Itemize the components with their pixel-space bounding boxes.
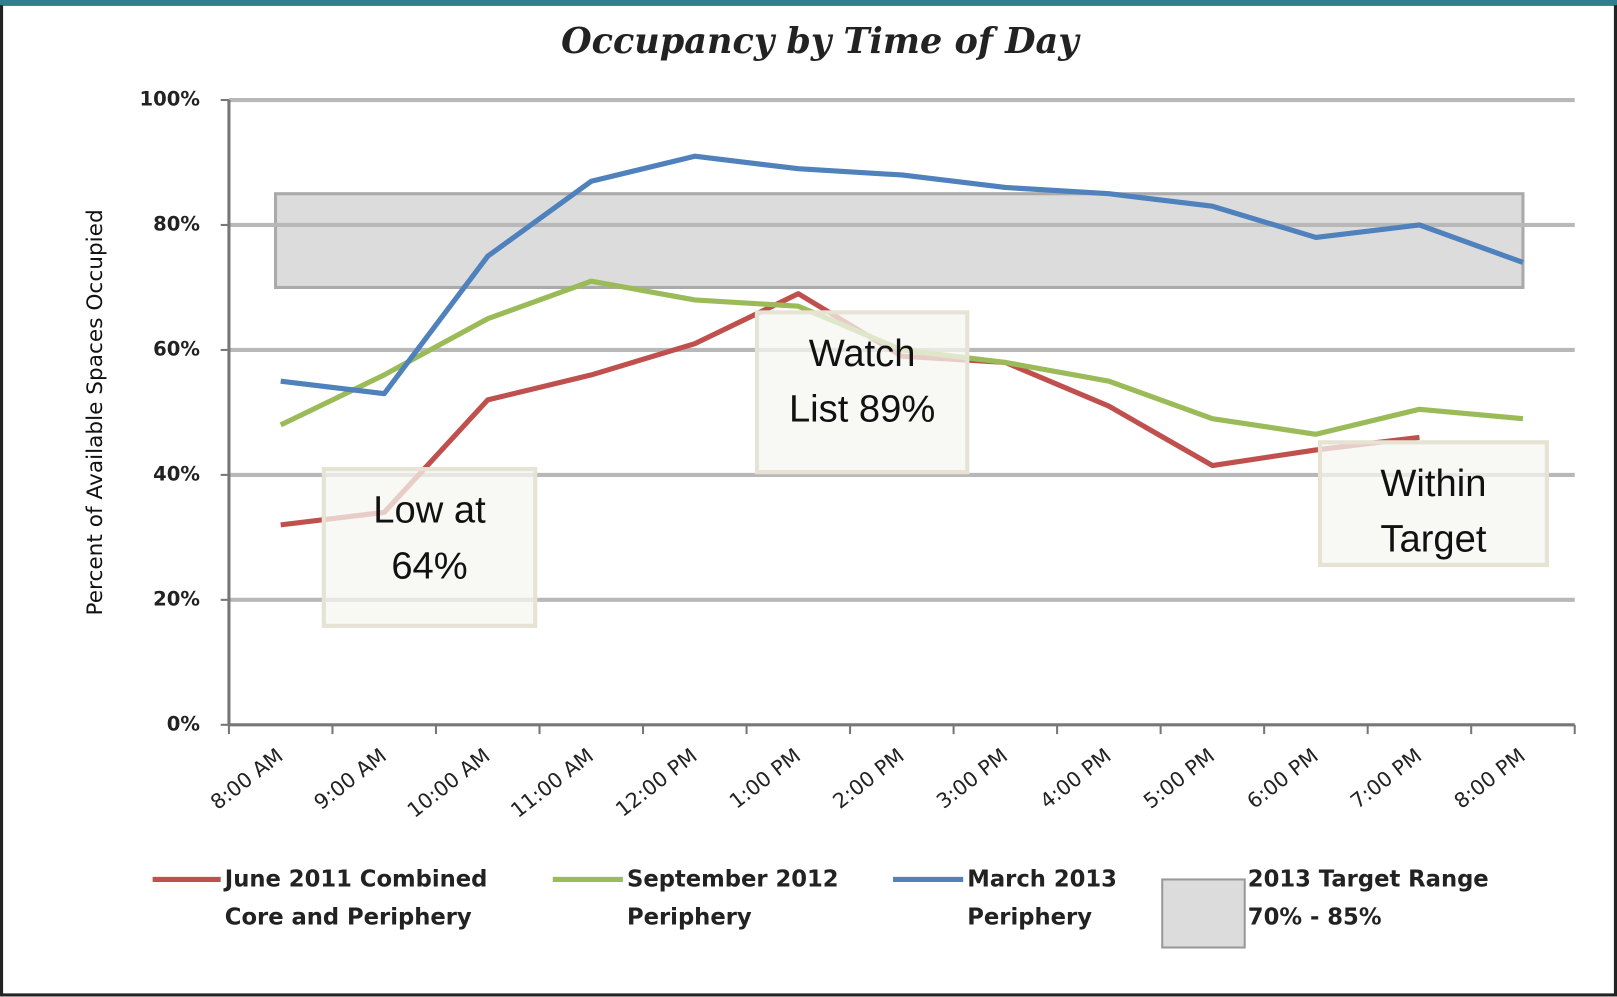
annotation-box bbox=[754, 310, 970, 475]
text-line: Low at bbox=[373, 489, 486, 532]
text-line: Periphery bbox=[627, 904, 752, 930]
text-line: Core and Periphery bbox=[225, 904, 472, 930]
y-axis-label: Percent of Available Spaces Occupied bbox=[83, 209, 108, 615]
target-range bbox=[273, 192, 1525, 289]
text-line: September 2012 bbox=[627, 866, 839, 892]
y-tick-label: 0% bbox=[167, 712, 200, 735]
y-tick-label: 40% bbox=[153, 462, 200, 485]
text-line: Within bbox=[1380, 462, 1486, 505]
text-line: Target bbox=[1380, 518, 1486, 561]
legend-label: September 2012 Periphery bbox=[627, 866, 839, 930]
y-tick-label: 20% bbox=[153, 587, 200, 610]
text-line: 64% bbox=[391, 544, 467, 587]
text-line: Periphery bbox=[967, 904, 1092, 930]
annotation: Within Target bbox=[1380, 462, 1486, 561]
y-tick-label: 80% bbox=[153, 212, 200, 235]
legend-swatch bbox=[1161, 878, 1246, 949]
text-line: 70% - 85% bbox=[1248, 904, 1382, 930]
annotation: Watch List 89% bbox=[789, 332, 935, 431]
chart-title: Occupancy by Time of Day bbox=[561, 21, 1081, 62]
text-line: Watch bbox=[809, 332, 916, 375]
y-tick-label: 100% bbox=[140, 88, 200, 111]
legend-label: 2013 Target Range 70% - 85% bbox=[1248, 866, 1489, 930]
series-line bbox=[280, 153, 1524, 397]
text-line: June 2011 Combined bbox=[223, 866, 488, 892]
text-line: List 89% bbox=[789, 388, 935, 431]
text-line: March 2013 bbox=[967, 866, 1117, 892]
annotation: Low at 64% bbox=[373, 489, 486, 588]
text-line: 2013 Target Range bbox=[1248, 866, 1489, 892]
legend-label: June 2011 Combined Core and Periphery bbox=[223, 866, 488, 930]
annotation-box bbox=[321, 467, 538, 628]
y-tick-label: 60% bbox=[153, 337, 200, 360]
annotation-box bbox=[1317, 440, 1549, 568]
top-border bbox=[0, 0, 1617, 6]
legend-label: March 2013 Periphery bbox=[967, 866, 1117, 930]
